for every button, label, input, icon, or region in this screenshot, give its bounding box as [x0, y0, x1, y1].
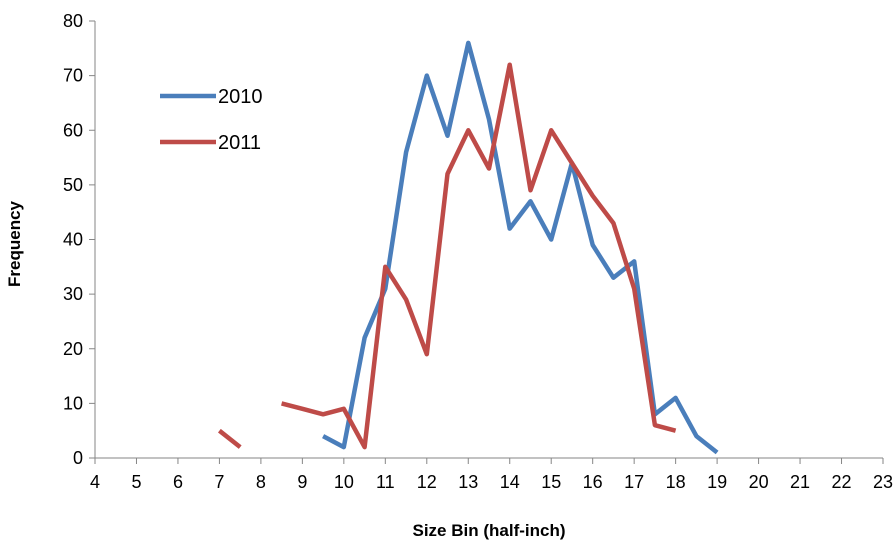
x-tick-label: 9 — [297, 472, 307, 492]
x-tick-label: 22 — [832, 472, 852, 492]
y-tick-label: 60 — [63, 120, 83, 140]
legend-label-2010: 2010 — [218, 86, 263, 108]
y-tick-label: 40 — [63, 230, 83, 250]
x-tick-label: 14 — [500, 472, 520, 492]
y-tick-label: 0 — [73, 448, 83, 468]
x-tick-label: 21 — [790, 472, 810, 492]
x-axis: 4 5 6 7 8 9 10 11 12 13 14 15 16 17 18 19 20 21 22 23 — [90, 457, 893, 492]
y-tick-label: 50 — [63, 175, 83, 195]
x-tick-label: 15 — [541, 472, 561, 492]
series-line-2011 — [218, 428, 242, 449]
x-tick-label: 6 — [173, 472, 183, 492]
series-layer — [218, 40, 719, 455]
x-tick-label: 11 — [376, 472, 395, 492]
x-tick-label: 8 — [256, 472, 266, 492]
x-tick-label: 13 — [458, 472, 478, 492]
series-line-2011 — [281, 62, 677, 450]
x-tick-label: 18 — [666, 472, 686, 492]
x-tick-label: 5 — [131, 472, 141, 492]
x-tick-label: 10 — [334, 472, 354, 492]
y-tick-label: 10 — [63, 393, 83, 413]
x-tick-label: 4 — [90, 472, 100, 492]
x-tick-label: 19 — [707, 472, 727, 492]
legend: 2010 2011 — [160, 86, 263, 154]
x-tick-label: 12 — [417, 472, 437, 492]
series-2011 — [218, 62, 677, 450]
x-axis-title: Size Bin (half-inch) — [413, 521, 566, 540]
series-line-2010 — [322, 40, 719, 455]
x-tick-label: 23 — [873, 472, 893, 492]
y-axis-title: Frequency — [5, 200, 24, 287]
y-tick-label: 80 — [63, 11, 83, 31]
series-2010 — [322, 40, 719, 455]
y-tick-label: 70 — [63, 66, 83, 86]
y-tick-label: 20 — [63, 339, 83, 359]
x-tick-label: 20 — [749, 472, 769, 492]
legend-label-2011: 2011 — [218, 132, 261, 154]
y-axis: 0 10 20 30 40 50 60 70 80 — [63, 11, 96, 468]
x-tick-label: 16 — [583, 472, 603, 492]
x-tick-label: 17 — [624, 472, 644, 492]
y-tick-label: 30 — [63, 284, 83, 304]
x-tick-label: 7 — [214, 472, 224, 492]
